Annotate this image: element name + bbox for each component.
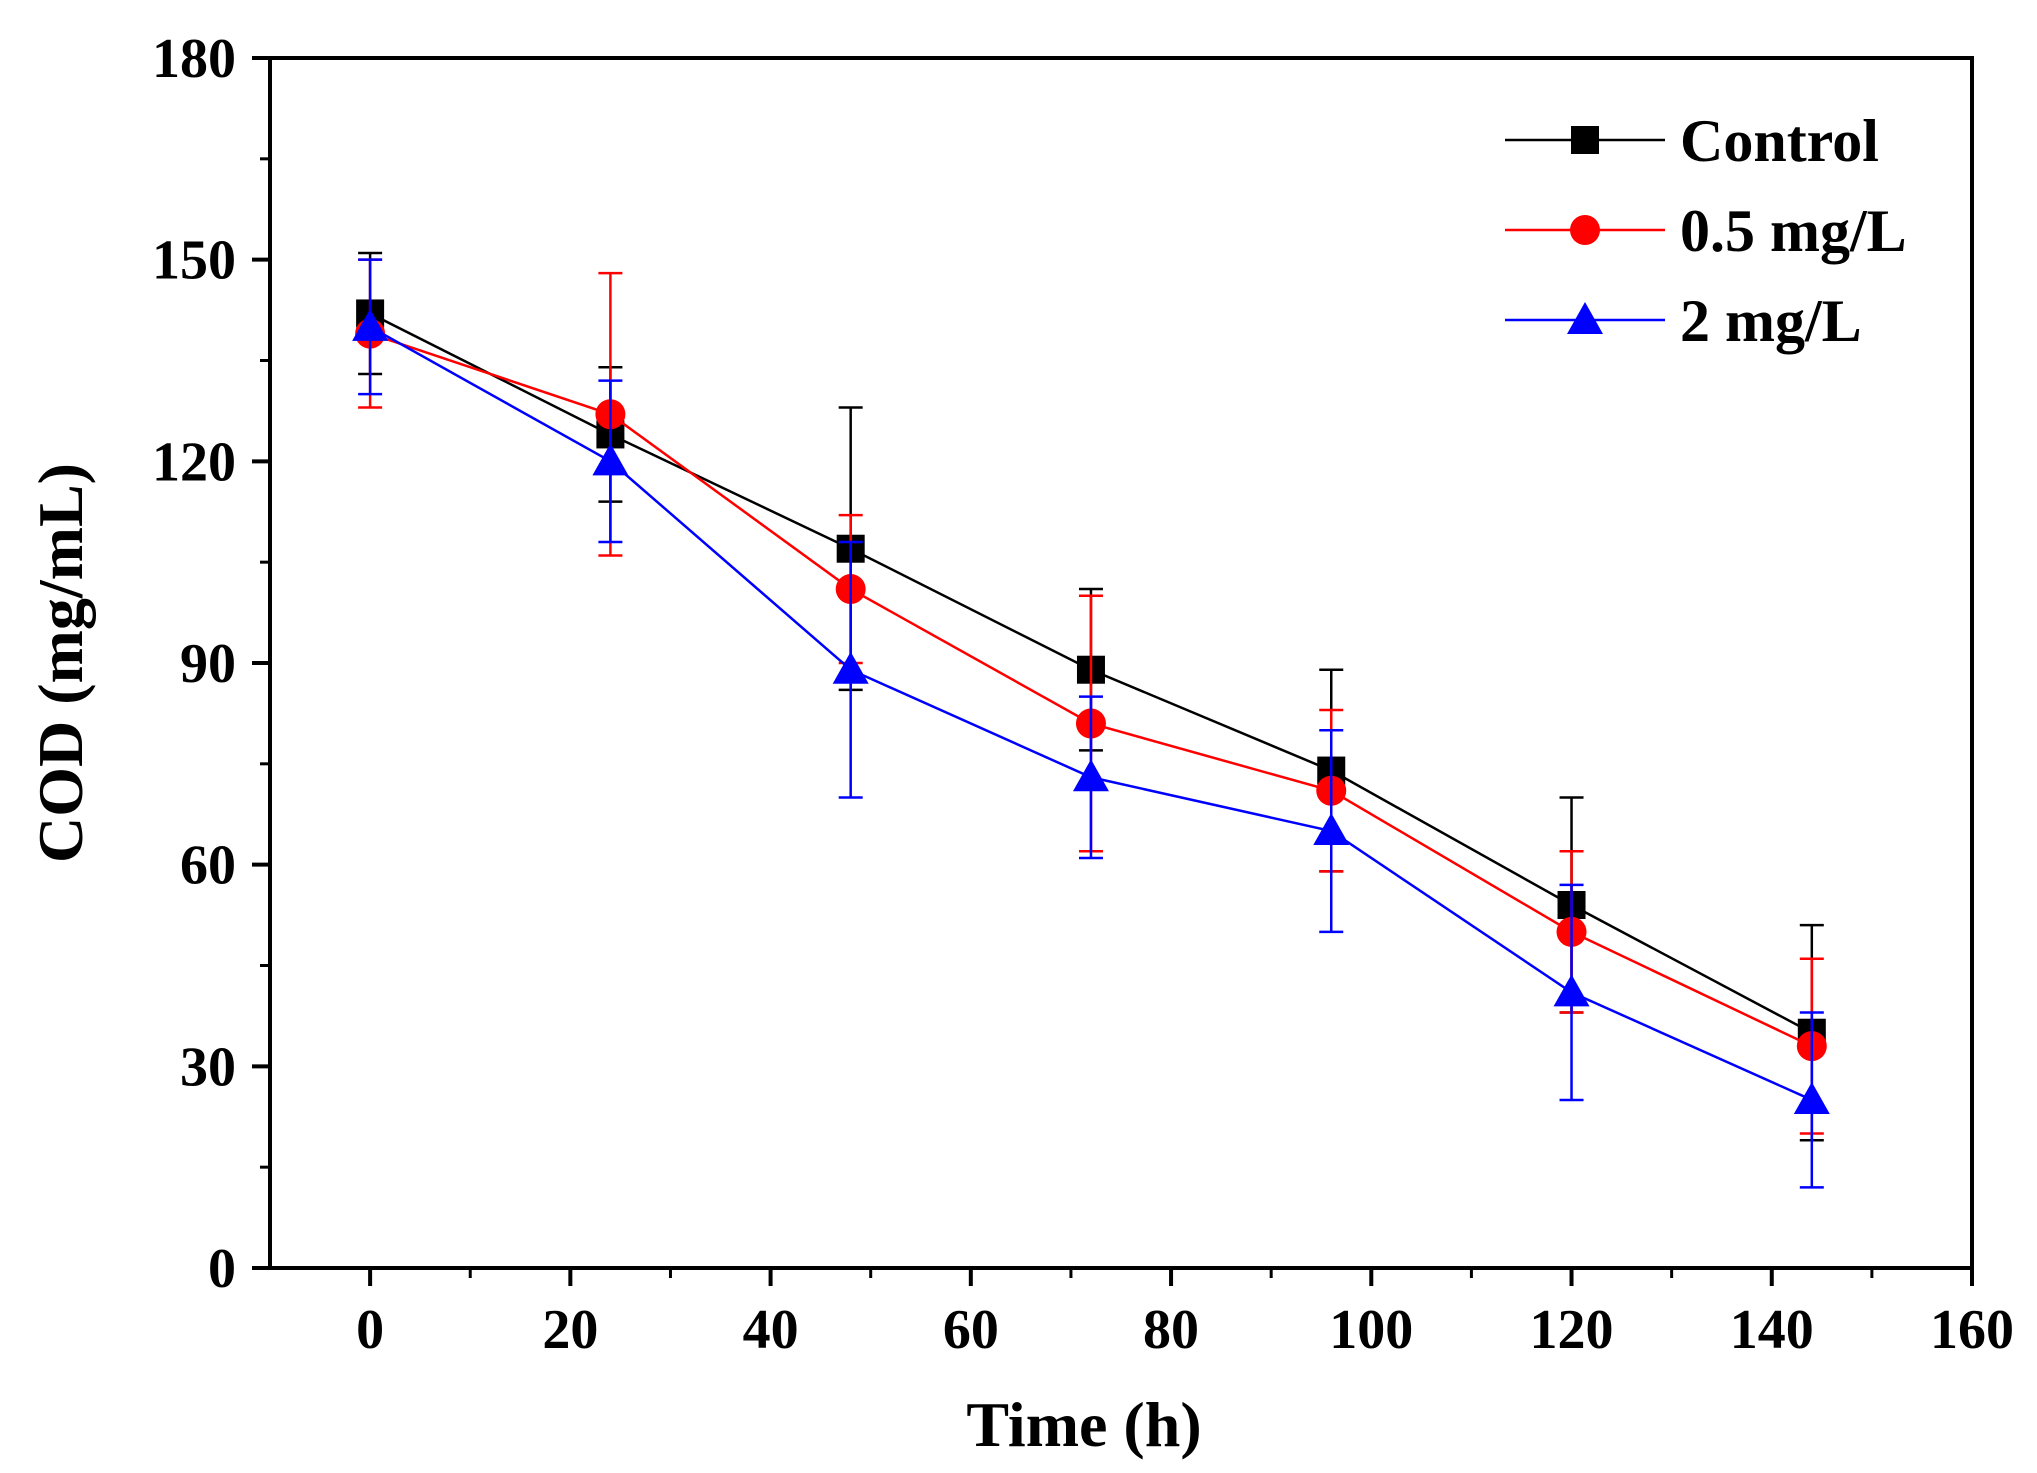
- legend: Control 0.5 mg/L 2 mg/L: [1505, 108, 1907, 354]
- y-tick-label: 120: [152, 431, 236, 493]
- legend-label: 2 mg/L: [1680, 288, 1862, 354]
- x-tick-label: 140: [1730, 1299, 1814, 1361]
- data-point: [1793, 1081, 1830, 1114]
- y-tick-label: 0: [208, 1238, 236, 1300]
- y-tick-label: 180: [152, 28, 236, 90]
- x-tick-label: 20: [542, 1299, 598, 1361]
- legend-marker: [1567, 302, 1603, 334]
- legend-marker: [1571, 126, 1599, 154]
- x-tick-label: 0: [356, 1299, 384, 1361]
- x-tick-label: 160: [1930, 1299, 2014, 1361]
- series-2-mg-l: [352, 258, 1830, 1189]
- data-point: [1313, 813, 1350, 846]
- y-tick-labels: 0 30 60 90 120 150 180: [152, 28, 236, 1300]
- series-layer: [352, 251, 1830, 1189]
- legend-item: 0.5 mg/L: [1505, 198, 1907, 264]
- x-tick-labels: 0 20 40 60 80 100 120 140 160: [356, 1299, 2014, 1361]
- data-point: [1553, 974, 1590, 1007]
- legend-marker: [1570, 215, 1600, 245]
- legend-item: 2 mg/L: [1505, 288, 1862, 354]
- y-tick-label: 150: [152, 230, 236, 292]
- legend-label: Control: [1680, 108, 1879, 174]
- x-tick-label: 60: [943, 1299, 999, 1361]
- y-tick-label: 90: [180, 633, 236, 695]
- legend-label: 0.5 mg/L: [1680, 198, 1907, 264]
- data-point: [352, 308, 389, 341]
- x-tick-label: 100: [1329, 1299, 1413, 1361]
- x-tick-label: 80: [1143, 1299, 1199, 1361]
- data-point: [832, 651, 869, 684]
- y-tick-label: 60: [180, 835, 236, 897]
- data-point: [592, 443, 629, 476]
- legend-item: Control: [1505, 108, 1879, 174]
- y-tick-label: 30: [180, 1036, 236, 1098]
- axis-ticks: [252, 56, 1974, 1286]
- x-axis-title: Time (h): [966, 1389, 1201, 1460]
- x-tick-label: 120: [1530, 1299, 1614, 1361]
- x-tick-label: 40: [743, 1299, 799, 1361]
- y-axis-title: COD (mg/mL): [25, 463, 96, 863]
- data-point: [1072, 759, 1109, 792]
